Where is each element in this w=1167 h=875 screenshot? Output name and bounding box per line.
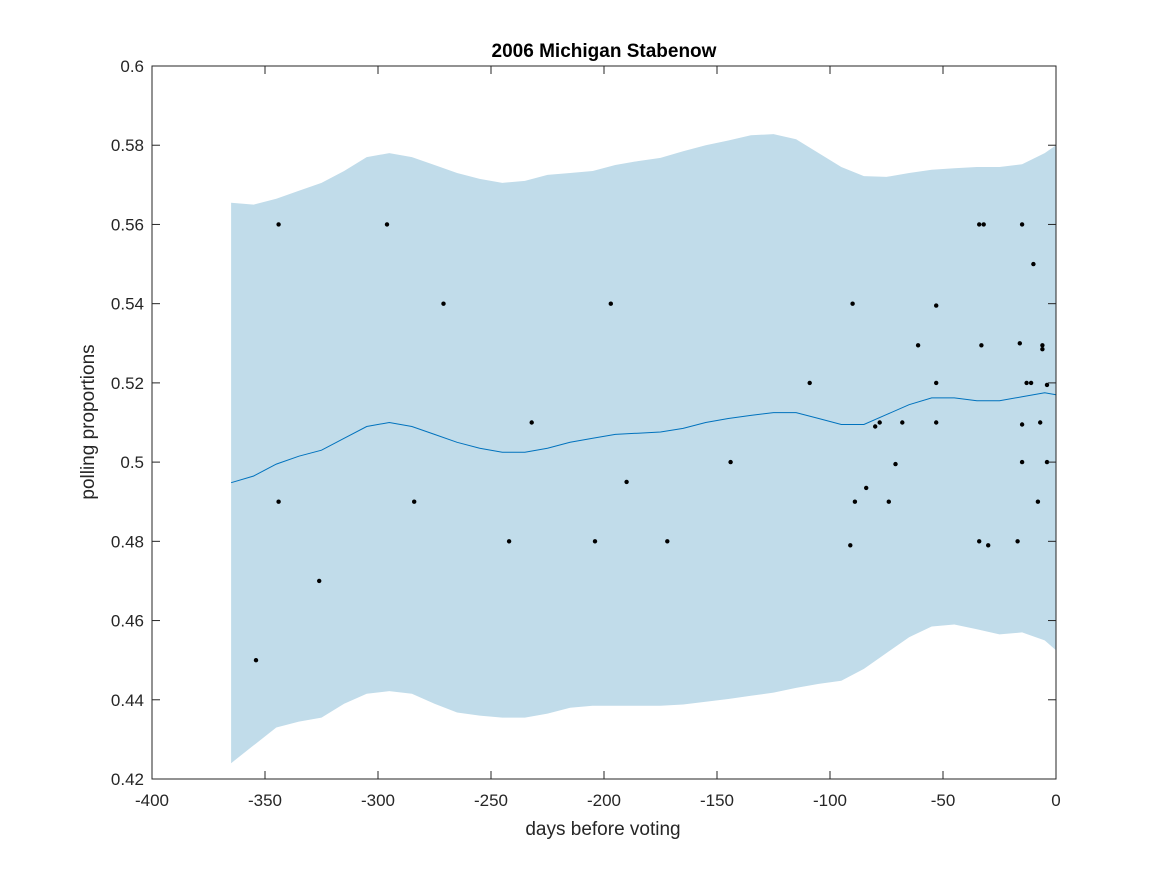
poll-point xyxy=(317,578,322,584)
poll-point xyxy=(276,499,281,504)
y-tick-label: 0.6 xyxy=(120,57,144,76)
y-tick-label: 0.58 xyxy=(111,136,144,155)
y-tick-label: 0.56 xyxy=(111,215,144,234)
poll-point xyxy=(665,539,670,544)
y-tick-label: 0.52 xyxy=(111,374,144,393)
poll-point xyxy=(412,499,417,504)
poll-point xyxy=(900,420,905,425)
poll-point xyxy=(848,543,853,548)
poll-point xyxy=(1031,261,1036,267)
poll-point xyxy=(979,343,984,348)
plot-area: -400 -350 -300 -250 -200 -150 -100 -50 0 0.42 0.44… xyxy=(111,57,1061,810)
poll-point xyxy=(934,420,939,425)
poll-point xyxy=(1024,380,1029,386)
trend-line xyxy=(230,392,1057,484)
poll-point xyxy=(441,301,446,306)
poll-point xyxy=(1038,420,1043,425)
poll-point xyxy=(1040,343,1045,348)
poll-point xyxy=(1019,222,1025,227)
poll-point xyxy=(850,301,855,306)
poll-point xyxy=(608,301,613,306)
chart-title: 2006 Michigan Stabenow xyxy=(492,41,717,62)
poll-point xyxy=(864,485,869,491)
poll-point xyxy=(1044,382,1050,388)
poll-point xyxy=(253,658,259,663)
poll-point xyxy=(506,539,512,544)
poll-point xyxy=(1019,422,1025,427)
poll-point xyxy=(873,424,878,429)
poll-point xyxy=(728,459,733,465)
poll-point xyxy=(1044,459,1050,465)
y-tick-label: 0.42 xyxy=(111,770,144,789)
y-axis-label: polling proportions xyxy=(78,344,99,499)
poll-point xyxy=(986,543,991,548)
poll-point xyxy=(977,539,982,544)
x-tick-label: -100 xyxy=(813,791,847,810)
poll-point xyxy=(1040,347,1045,352)
poll-point xyxy=(624,479,629,485)
x-tick-label: -150 xyxy=(700,791,734,810)
x-axis-label: days before voting xyxy=(525,819,680,840)
x-tick-label: -250 xyxy=(474,791,508,810)
poll-point xyxy=(529,420,534,425)
x-tick-label: -50 xyxy=(931,791,956,810)
poll-point xyxy=(915,343,921,348)
poll-point xyxy=(276,222,281,227)
y-tick-label: 0.46 xyxy=(111,612,144,631)
x-tick-label: -400 xyxy=(135,791,169,810)
poll-point xyxy=(1015,539,1020,544)
poll-point xyxy=(886,499,891,504)
poll-point xyxy=(592,539,598,544)
x-tick-label: -200 xyxy=(587,791,621,810)
poll-point xyxy=(981,222,986,227)
poll-point xyxy=(1035,499,1041,504)
y-tick-label: 0.44 xyxy=(111,691,144,710)
poll-point xyxy=(977,222,982,227)
poll-point xyxy=(1019,459,1025,465)
poll-point xyxy=(893,461,898,467)
poll-point xyxy=(807,380,812,386)
poll-point xyxy=(1017,341,1022,346)
y-tick-label: 0.48 xyxy=(111,532,144,551)
poll-point xyxy=(934,303,939,308)
x-tick-label: -300 xyxy=(361,791,395,810)
poll-point xyxy=(1028,380,1034,386)
x-tick-label: 0 xyxy=(1051,791,1060,810)
y-tick-label: 0.5 xyxy=(120,453,144,472)
x-tick-label: -350 xyxy=(248,791,282,810)
poll-point xyxy=(877,420,882,425)
confidence-band xyxy=(231,134,1057,764)
poll-point xyxy=(852,499,858,504)
y-tick-label: 0.54 xyxy=(111,295,144,314)
poll-point xyxy=(934,380,939,386)
poll-point xyxy=(384,222,390,227)
